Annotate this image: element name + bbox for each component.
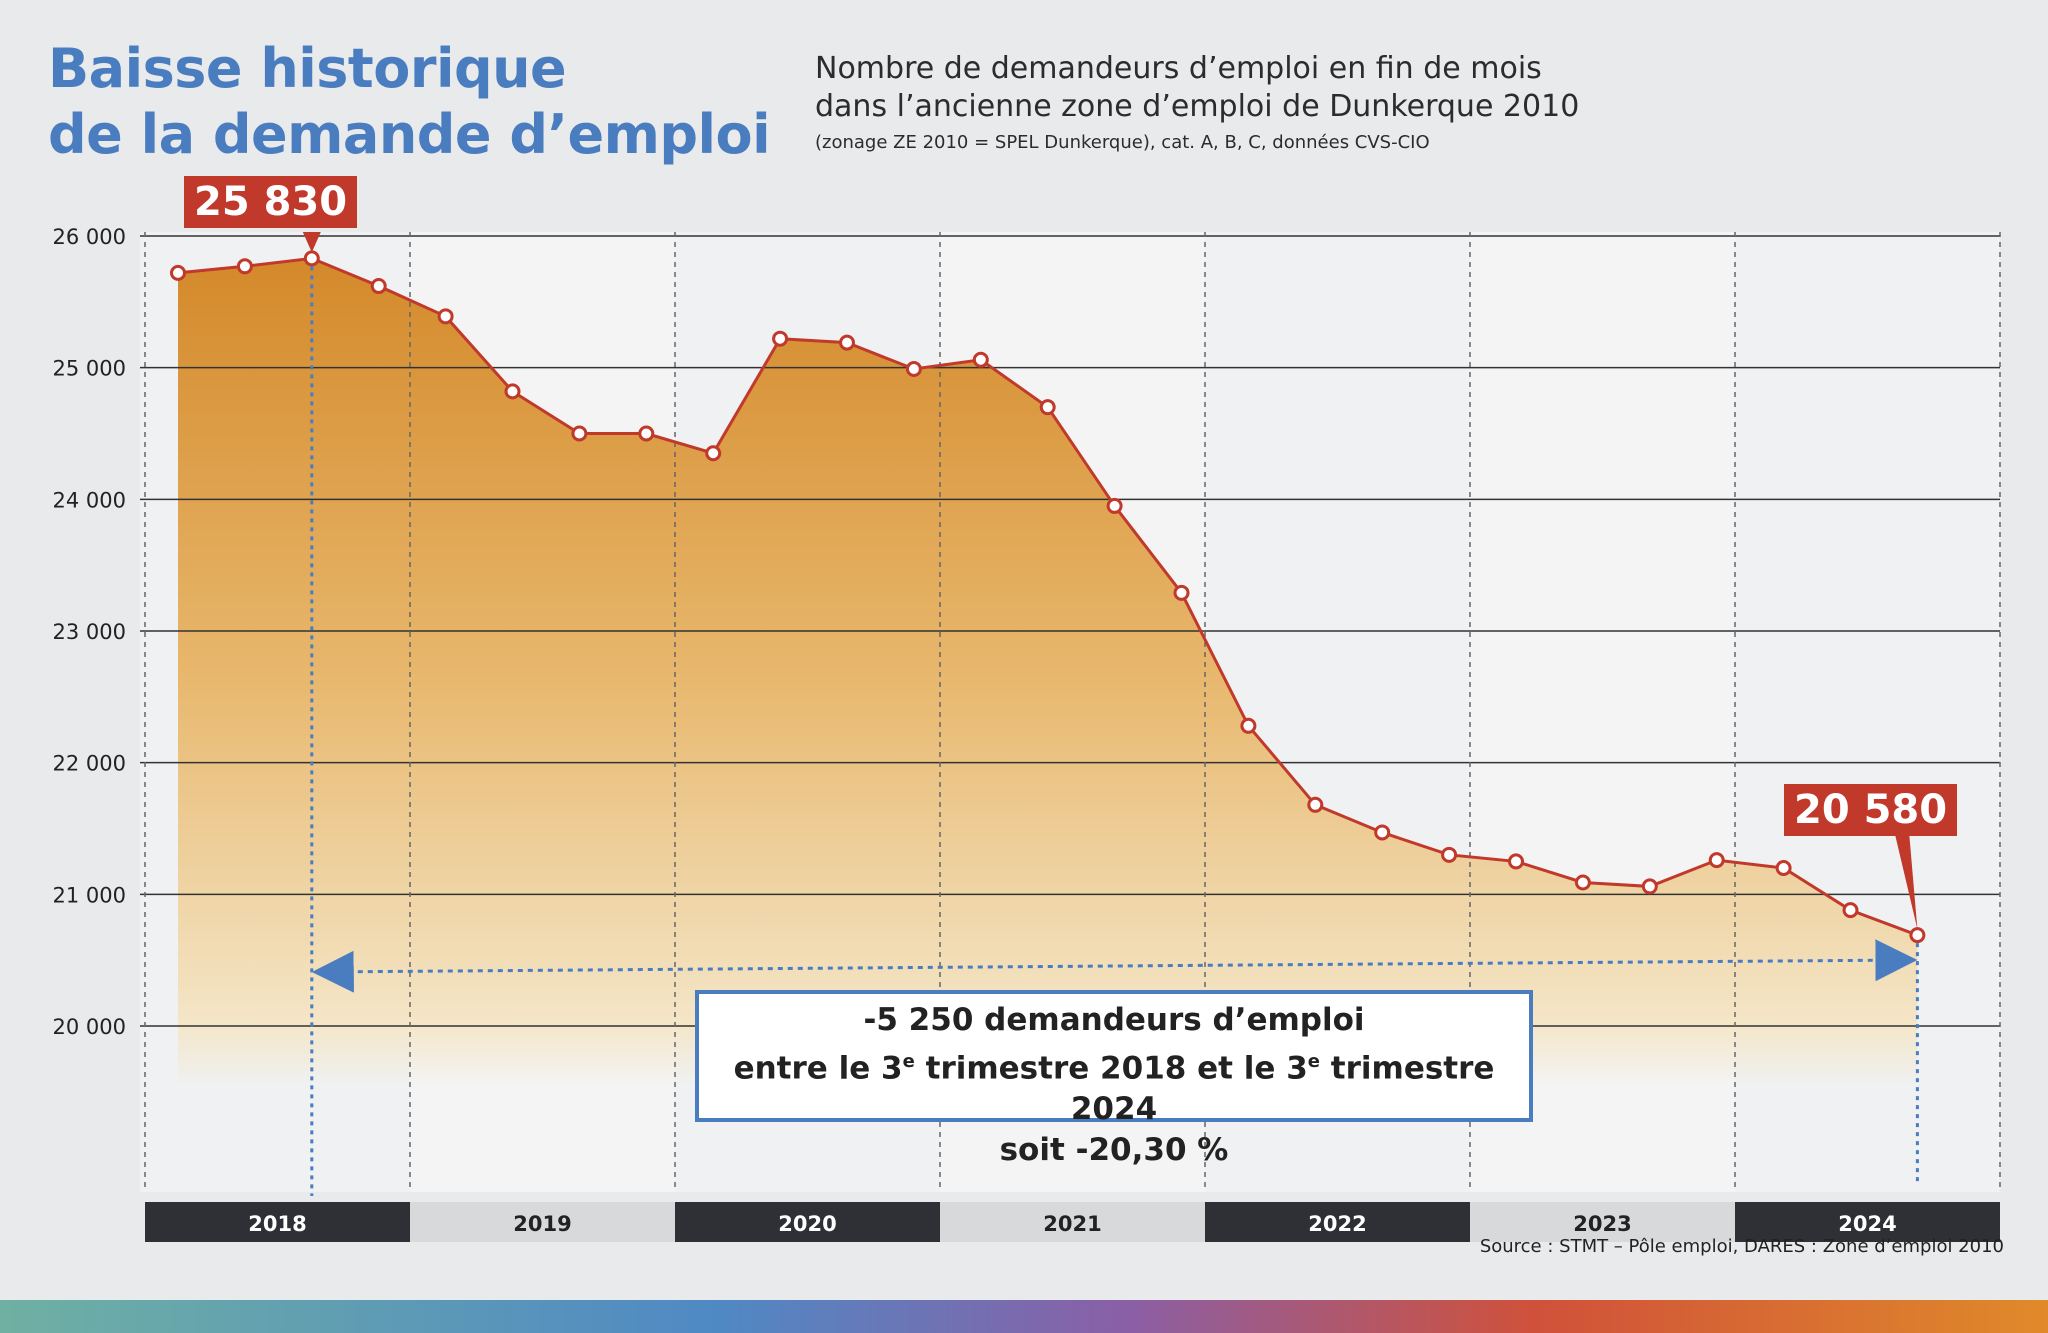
data-point	[437, 308, 454, 325]
y-tick-label: 22 000	[53, 752, 126, 776]
decrease-annotation-box: -5 250 demandeurs d’emploi entre le 3e t…	[695, 990, 1533, 1168]
data-point	[1574, 874, 1591, 891]
decorative-color-band	[0, 1300, 2048, 1333]
year-label-cell	[1205, 1202, 1470, 1242]
data-point	[370, 278, 387, 295]
subtitle-line-1: Nombre de demandeurs d’emploi en fin de …	[815, 51, 1542, 86]
data-point	[1173, 584, 1190, 601]
end-callout-pointer	[1895, 836, 1918, 930]
data-point	[638, 425, 655, 442]
data-point	[839, 334, 855, 351]
data-point	[1909, 927, 1926, 944]
y-tick-label: 21 000	[53, 883, 126, 907]
annotation-line-2-part-c: trimestre 2024	[1070, 1050, 1495, 1128]
year-label-cell	[675, 1202, 940, 1242]
data-point	[1039, 399, 1056, 416]
data-point	[705, 445, 722, 462]
annotation-line-2-part-b: trimestre 2018 et le 3	[914, 1050, 1308, 1087]
data-point	[303, 250, 320, 267]
end-value-callout: 20 580	[1784, 784, 1958, 836]
annotation-sup-2: e	[1307, 1051, 1320, 1072]
y-tick-label: 26 000	[53, 225, 126, 249]
y-tick-label: 20 000	[53, 1015, 126, 1039]
area-chart: 26 000 25 000 24 000 23 000 22 000 21 000 20 0…	[53, 225, 2001, 1242]
end-value-label: 20 580	[1794, 787, 1948, 833]
year-label-cell	[940, 1202, 1205, 1242]
y-tick-label: 24 000	[53, 488, 126, 512]
data-point	[504, 383, 521, 400]
data-point	[1508, 853, 1524, 870]
peak-callout-pointer	[302, 232, 321, 253]
data-point	[571, 425, 588, 442]
year-label: 2024	[1838, 1212, 1896, 1236]
annotation-line-1: -5 250 demandeurs d’emploi	[863, 1002, 1365, 1038]
title-line-1: Baisse historique	[48, 37, 567, 100]
year-label: 2022	[1308, 1212, 1366, 1236]
data-point	[1641, 878, 1658, 895]
title-line-2: de la demande d’emploi	[48, 103, 771, 166]
chart-title: Baisse historique de la demande d’emploi	[48, 36, 771, 168]
data-point	[1708, 852, 1725, 869]
y-tick-label: 25 000	[53, 357, 126, 381]
peak-value-callout: 25 830	[184, 176, 358, 228]
subtitle-note: (zonage ZE 2010 = SPEL Dunkerque), cat. …	[815, 132, 1430, 153]
subtitle-line-2: dans l’ancienne zone d’emploi de Dunkerq…	[815, 89, 1580, 124]
data-point	[1842, 902, 1859, 919]
data-point	[1307, 796, 1324, 813]
data-point	[1240, 717, 1257, 734]
data-point	[1441, 846, 1458, 863]
data-point	[1374, 824, 1391, 841]
data-point	[905, 360, 922, 377]
year-label: 2020	[778, 1212, 836, 1236]
annotation-line-3: soit -20,30 %	[999, 1132, 1229, 1169]
year-label-cell	[1470, 1202, 1735, 1242]
year-label: 2018	[248, 1212, 306, 1236]
peak-value-label: 25 830	[194, 179, 348, 225]
year-label-cell	[145, 1202, 410, 1242]
chart-subtitle: Nombre de demandeurs d’emploi en fin de …	[815, 50, 1579, 153]
data-point	[1106, 497, 1123, 514]
year-label: 2019	[513, 1212, 571, 1236]
data-point	[972, 351, 989, 368]
year-label: 2023	[1573, 1212, 1631, 1236]
data-point	[170, 264, 186, 281]
data-point	[236, 258, 253, 275]
year-label-cell	[410, 1202, 675, 1242]
data-point	[772, 330, 789, 347]
year-label-cell	[1735, 1202, 2000, 1242]
source-note: Source : STMT – Pôle emploi, DARES : Zon…	[1479, 1236, 2004, 1257]
y-tick-label: 23 000	[53, 620, 126, 644]
annotation-line-2-part-a: entre le 3	[733, 1050, 903, 1087]
data-point	[1775, 860, 1792, 876]
area-fill	[178, 258, 1918, 1027]
year-label: 2021	[1043, 1212, 1101, 1236]
annotation-line-2: entre le 3e trimestre 2018 et le 3e trim…	[699, 1041, 1529, 1130]
annotation-sup-1: e	[902, 1051, 915, 1072]
